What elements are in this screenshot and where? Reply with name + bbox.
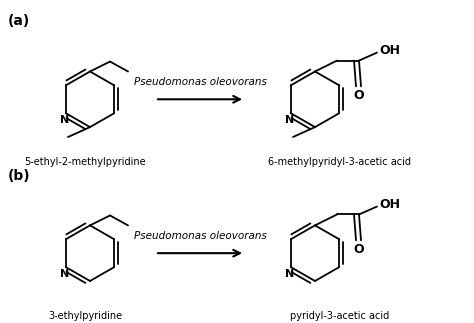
Text: 5-ethyl-2-methylpyridine: 5-ethyl-2-methylpyridine <box>24 157 146 167</box>
Text: (b): (b) <box>8 169 31 183</box>
Text: Pseudomonas oleovorans: Pseudomonas oleovorans <box>134 78 266 88</box>
Text: pyridyl-3-acetic acid: pyridyl-3-acetic acid <box>291 311 390 321</box>
Text: N: N <box>285 115 294 125</box>
Text: Pseudomonas oleovorans: Pseudomonas oleovorans <box>134 231 266 241</box>
Text: OH: OH <box>379 44 400 57</box>
Text: O: O <box>354 243 365 256</box>
Text: O: O <box>354 89 365 102</box>
Text: (a): (a) <box>8 14 30 28</box>
Text: N: N <box>60 115 69 125</box>
Text: N: N <box>60 269 69 279</box>
Text: OH: OH <box>379 198 400 211</box>
Text: N: N <box>285 269 294 279</box>
Text: 6-methylpyridyl-3-acetic acid: 6-methylpyridyl-3-acetic acid <box>268 157 411 167</box>
Text: 3-ethylpyridine: 3-ethylpyridine <box>48 311 122 321</box>
